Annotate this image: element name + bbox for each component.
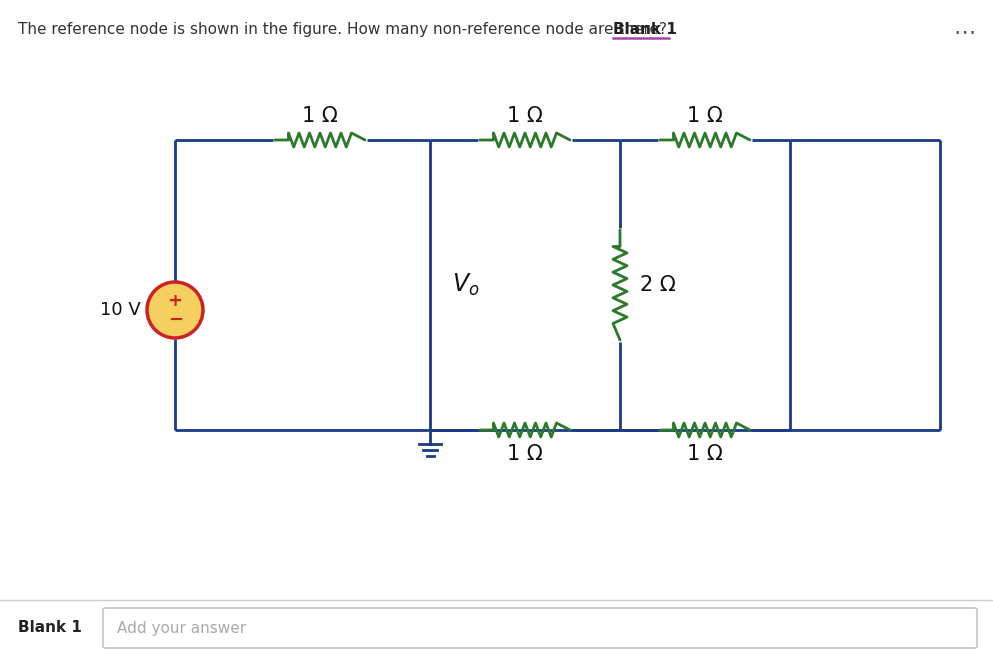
FancyBboxPatch shape	[103, 608, 977, 648]
Text: −: −	[169, 311, 184, 329]
Circle shape	[147, 282, 203, 338]
Text: 1 Ω: 1 Ω	[507, 106, 543, 126]
Text: 2 Ω: 2 Ω	[640, 275, 676, 295]
Text: 1 Ω: 1 Ω	[687, 106, 723, 126]
Text: 1 Ω: 1 Ω	[507, 444, 543, 464]
Text: +: +	[168, 292, 183, 310]
Text: ⋯: ⋯	[954, 22, 976, 42]
Text: The reference node is shown in the figure. How many non-reference node are there: The reference node is shown in the figur…	[18, 22, 672, 37]
Text: Blank 1: Blank 1	[613, 22, 677, 37]
Text: Add your answer: Add your answer	[117, 621, 246, 636]
Text: 10 V: 10 V	[100, 301, 141, 319]
Text: Blank 1: Blank 1	[18, 621, 81, 636]
Text: $V_o$: $V_o$	[452, 272, 480, 298]
Text: 1 Ω: 1 Ω	[302, 106, 338, 126]
Text: 1 Ω: 1 Ω	[687, 444, 723, 464]
